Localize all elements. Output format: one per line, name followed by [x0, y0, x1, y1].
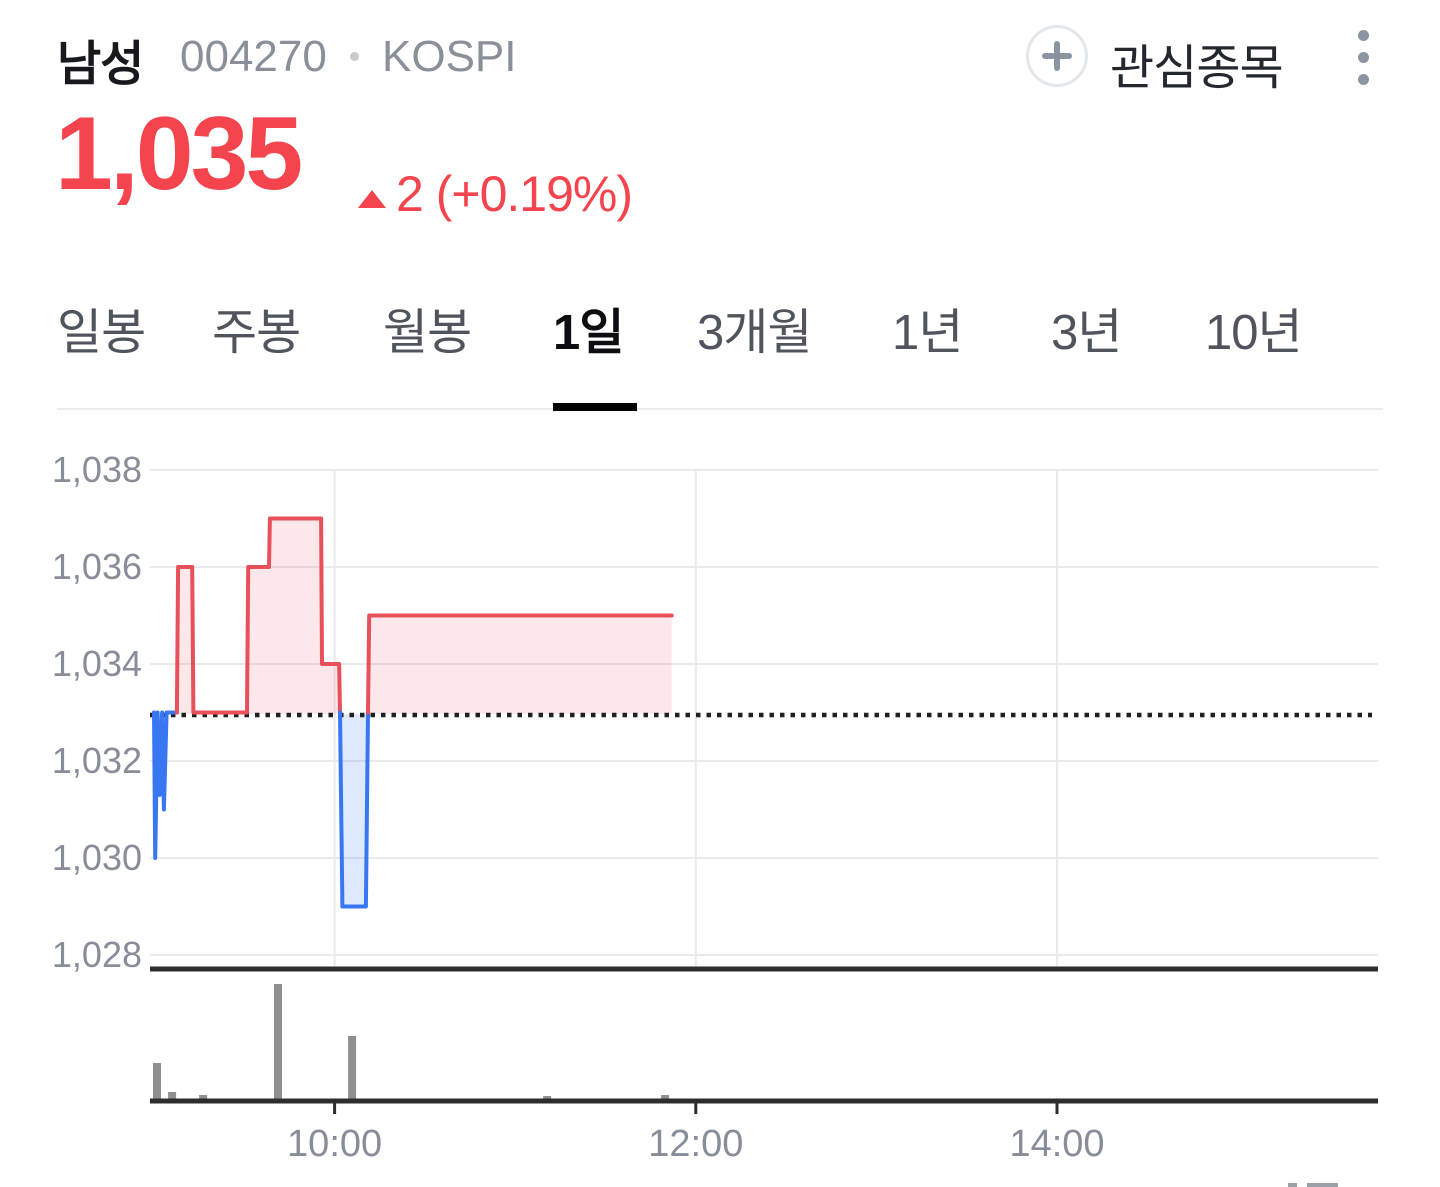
volume-bars [153, 984, 670, 1099]
active-tab-indicator [553, 403, 637, 411]
tab-monthly-candle[interactable]: 월봉 [383, 306, 472, 360]
partial-bottom-icon [1288, 1183, 1297, 1187]
change-value: 2 [396, 166, 424, 222]
add-watchlist-button[interactable] [1026, 25, 1088, 87]
dot-separator-icon [350, 52, 359, 61]
tab-weekly-candle[interactable]: 주봉 [212, 306, 301, 360]
svg-text:12:00: 12:00 [648, 1123, 743, 1165]
price-area-fills [154, 518, 672, 907]
change-percent: (+0.19%) [435, 166, 633, 222]
tab-divider [57, 408, 1383, 410]
plus-icon [1054, 41, 1060, 71]
tab-1year[interactable]: 1년 [892, 306, 963, 360]
tab-10years[interactable]: 10년 [1205, 306, 1303, 360]
svg-text:1,034: 1,034 [52, 643, 142, 684]
tab-daily-candle[interactable]: 일봉 [57, 306, 146, 360]
current-price: 1,035 [55, 96, 303, 212]
chart-grid [150, 469, 1378, 969]
svg-text:14:00: 14:00 [1009, 1123, 1104, 1165]
x-axis: 10:00 12:00 14:00 [150, 1098, 1378, 1165]
tab-3months[interactable]: 3개월 [697, 306, 812, 360]
price-line [152, 516, 674, 909]
svg-text:1,028: 1,028 [52, 934, 142, 975]
stock-code: 004270 [180, 32, 327, 81]
svg-text:10:00: 10:00 [287, 1123, 382, 1165]
kebab-menu-icon[interactable] [1357, 28, 1371, 88]
svg-text:1,038: 1,038 [52, 449, 142, 490]
svg-text:1,036: 1,036 [52, 546, 142, 587]
y-axis-labels: 1,038 1,036 1,034 1,032 1,030 1,028 [52, 449, 142, 975]
partial-bottom-icon [1307, 1183, 1338, 1187]
svg-text:1,030: 1,030 [52, 837, 142, 878]
stock-market: KOSPI [382, 32, 517, 81]
watchlist-label[interactable]: 관심종목 [1110, 42, 1284, 95]
price-change: 2 (+0.19%) [396, 165, 633, 223]
up-triangle-icon [358, 190, 386, 208]
tab-3years[interactable]: 3년 [1051, 306, 1122, 360]
svg-text:1,032: 1,032 [52, 740, 142, 781]
tab-1day[interactable]: 1일 [553, 306, 624, 360]
stock-name: 남성 [57, 38, 144, 91]
